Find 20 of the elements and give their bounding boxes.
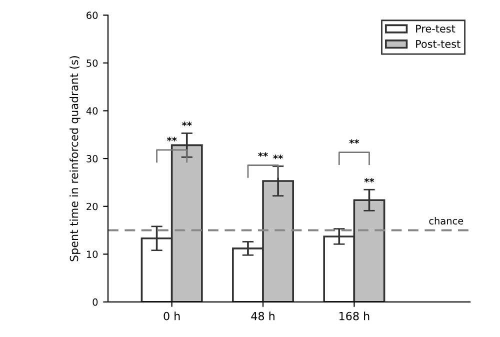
y-tick-label: 0 — [92, 298, 98, 306]
y-tick-label: 30 — [86, 155, 98, 162]
y-tick-label: 40 — [86, 107, 98, 115]
annotation: ** — [273, 154, 283, 160]
x-tick-label: 48 h — [251, 312, 274, 320]
x-tick-label: 168 h — [340, 312, 370, 320]
y-tick-label: 20 — [86, 202, 98, 210]
ref-line-label: chance — [429, 217, 464, 225]
annotation: ** — [166, 136, 177, 142]
x-tick-label: 0 h — [164, 312, 180, 320]
legend-label: Post-test — [416, 40, 460, 48]
annotation: ** — [182, 122, 192, 126]
legend-label: Pre-test — [416, 24, 456, 33]
y-tick-label: 50 — [86, 59, 98, 67]
y-tick-label: 10 — [86, 250, 98, 258]
y-tick-label: 60 — [86, 12, 98, 19]
annotation: ** — [364, 178, 374, 183]
y-axis-title: Spent time in reinforced quadrant (s) — [70, 56, 80, 262]
annotation: ** — [258, 152, 268, 157]
annotation: ** — [349, 139, 360, 144]
